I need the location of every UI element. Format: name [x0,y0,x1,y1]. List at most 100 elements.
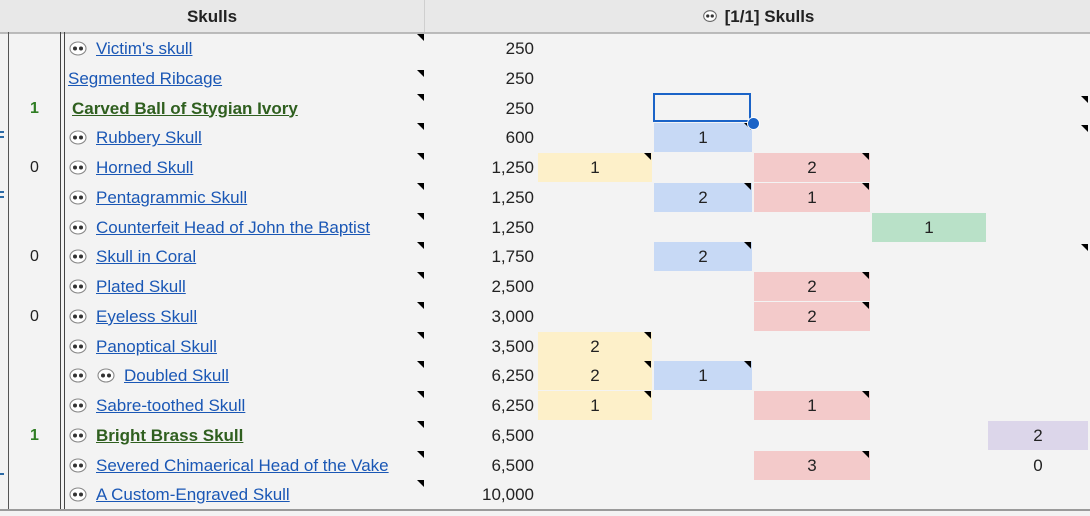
column-header-skulls-count[interactable]: [1/1] Skulls [425,0,1090,32]
value-cell[interactable]: 2 [988,420,1088,450]
note-marker [417,391,424,398]
item-link[interactable]: Counterfeit Head of John the Baptist [96,217,371,237]
table-row: 0 Horned Skull 1,250 [0,153,1090,182]
item-cost: 3,000 [491,306,534,326]
item-link[interactable]: Victim's skull [96,39,193,58]
item-link[interactable]: Plated Skull [96,277,186,296]
column-header-skulls[interactable]: Skulls [0,0,425,32]
table-row: Panoptical Skull 3,500 [0,331,1090,361]
item-link[interactable]: Panoptical Skull [96,336,217,356]
value-cell[interactable]: 1 [754,391,870,420]
skull-icon [69,368,87,383]
value-cell[interactable]: 2 [754,272,870,301]
note-marker [417,212,424,220]
value-cell[interactable]: 2 [538,361,652,391]
note-marker [862,153,869,160]
item-link[interactable]: Pentagrammic Skull [96,187,248,207]
note-marker [417,123,424,131]
skull-icon [69,249,87,264]
note-marker [417,480,424,488]
item-link[interactable]: Rubbery Skull [96,128,202,148]
item-cost: 2,500 [491,277,534,296]
note-marker [417,301,424,309]
value-cell[interactable]: 2 [754,153,870,182]
item-name-cell: Eyeless Skull [68,302,418,331]
note-marker [644,153,651,160]
value-cell[interactable]: 1 [872,212,986,242]
item-name-cell: Segmented Ribcage [68,64,418,93]
note-marker [417,272,424,279]
item-link[interactable]: A Custom-Engraved Skull [96,485,290,505]
fill-handle[interactable] [747,117,760,130]
note-marker [417,331,424,339]
note-marker [417,182,424,190]
item-link[interactable]: Severed Chimaerical Head of the Vake [96,455,389,475]
value-cell[interactable]: 0 [1033,455,1043,475]
item-cost: 1,750 [491,247,534,267]
item-cost: 250 [505,39,534,58]
note-marker [1081,95,1088,103]
value-cell[interactable]: 1 [538,391,652,420]
value-cell[interactable]: 3 [754,450,870,480]
item-cost: 1,250 [491,158,534,177]
item-name-cell: Doubled Skull [68,361,418,390]
item-link[interactable]: Skull in Coral [96,247,197,267]
item-name-cell: Rubbery Skull [68,123,418,152]
column-divider [60,32,65,510]
skull-icon [69,190,87,205]
item-name-cell: Severed Chimaerical Head of the Vake [68,451,418,480]
item-name-cell: Skull in Coral [68,242,418,271]
item-cost: 600 [505,128,534,148]
skull-icon [69,309,87,324]
item-name-cell: Victim's skull [68,34,418,63]
item-cost: 10,000 [482,485,534,505]
note-marker [744,361,751,369]
note-marker [644,331,651,339]
table-row: Plated Skull 2,500 [0,272,1090,301]
cell-selection[interactable] [653,93,751,122]
value-cell[interactable]: 2 [654,182,752,212]
item-cost: 6,500 [491,455,534,475]
skull-icon [69,130,87,145]
skull-icon [69,487,87,502]
table-row: Doubled Skull 6,250 [0,361,1090,390]
item-link[interactable]: Horned Skull [96,158,194,177]
item-name-cell: Horned Skull [68,153,418,182]
value-cell[interactable]: 1 [538,153,652,182]
skull-icon [69,41,87,56]
note-marker [417,242,424,250]
table-row: 0 Skull in Coral 1,750 [0,242,1090,271]
item-name-cell: Pentagrammic Skull [68,183,418,212]
table-row: Sabre-toothed Skull 6,250 [0,391,1090,420]
note-marker [644,361,651,369]
skull-icon [69,457,87,473]
item-link[interactable]: Eyeless Skull [96,306,198,326]
item-link[interactable]: Doubled Skull [124,366,229,386]
item-link[interactable]: Sabre-toothed Skull [96,396,246,415]
note-marker [417,361,424,369]
item-name-cell: A Custom-Engraved Skull [68,480,418,509]
header-divider [0,33,1090,34]
note-marker [862,391,869,398]
note-marker [744,242,751,250]
skull-icon [69,398,87,413]
value-cell[interactable]: 2 [754,301,870,331]
value-cell[interactable]: 1 [654,123,752,153]
item-cost: 6,250 [491,366,534,386]
item-cost: 6,500 [491,425,534,445]
table-row: A Custom-Engraved Skull 10,000 [0,480,1090,509]
note-marker [417,450,424,458]
table-row: Pentagrammic Skull 1,250 [0,182,1090,212]
note-marker [862,301,869,309]
item-link[interactable]: Bright Brass Skull [96,425,244,445]
item-link[interactable]: Segmented Ribcage [68,68,223,88]
value-cell[interactable]: 2 [538,331,652,361]
table-row: 0 Eyeless Skull 3,000 [0,301,1090,331]
owned-count: 1 [30,426,39,444]
item-link[interactable]: Carved Ball of Stygian Ivory [72,98,298,118]
value-cell[interactable]: 2 [654,242,752,272]
value-cell[interactable]: 1 [654,361,752,391]
value-cell[interactable]: 1 [754,182,870,212]
owned-count: 1 [30,99,39,117]
table-row: 1 Bright Brass Skull 6,500 [0,420,1090,450]
